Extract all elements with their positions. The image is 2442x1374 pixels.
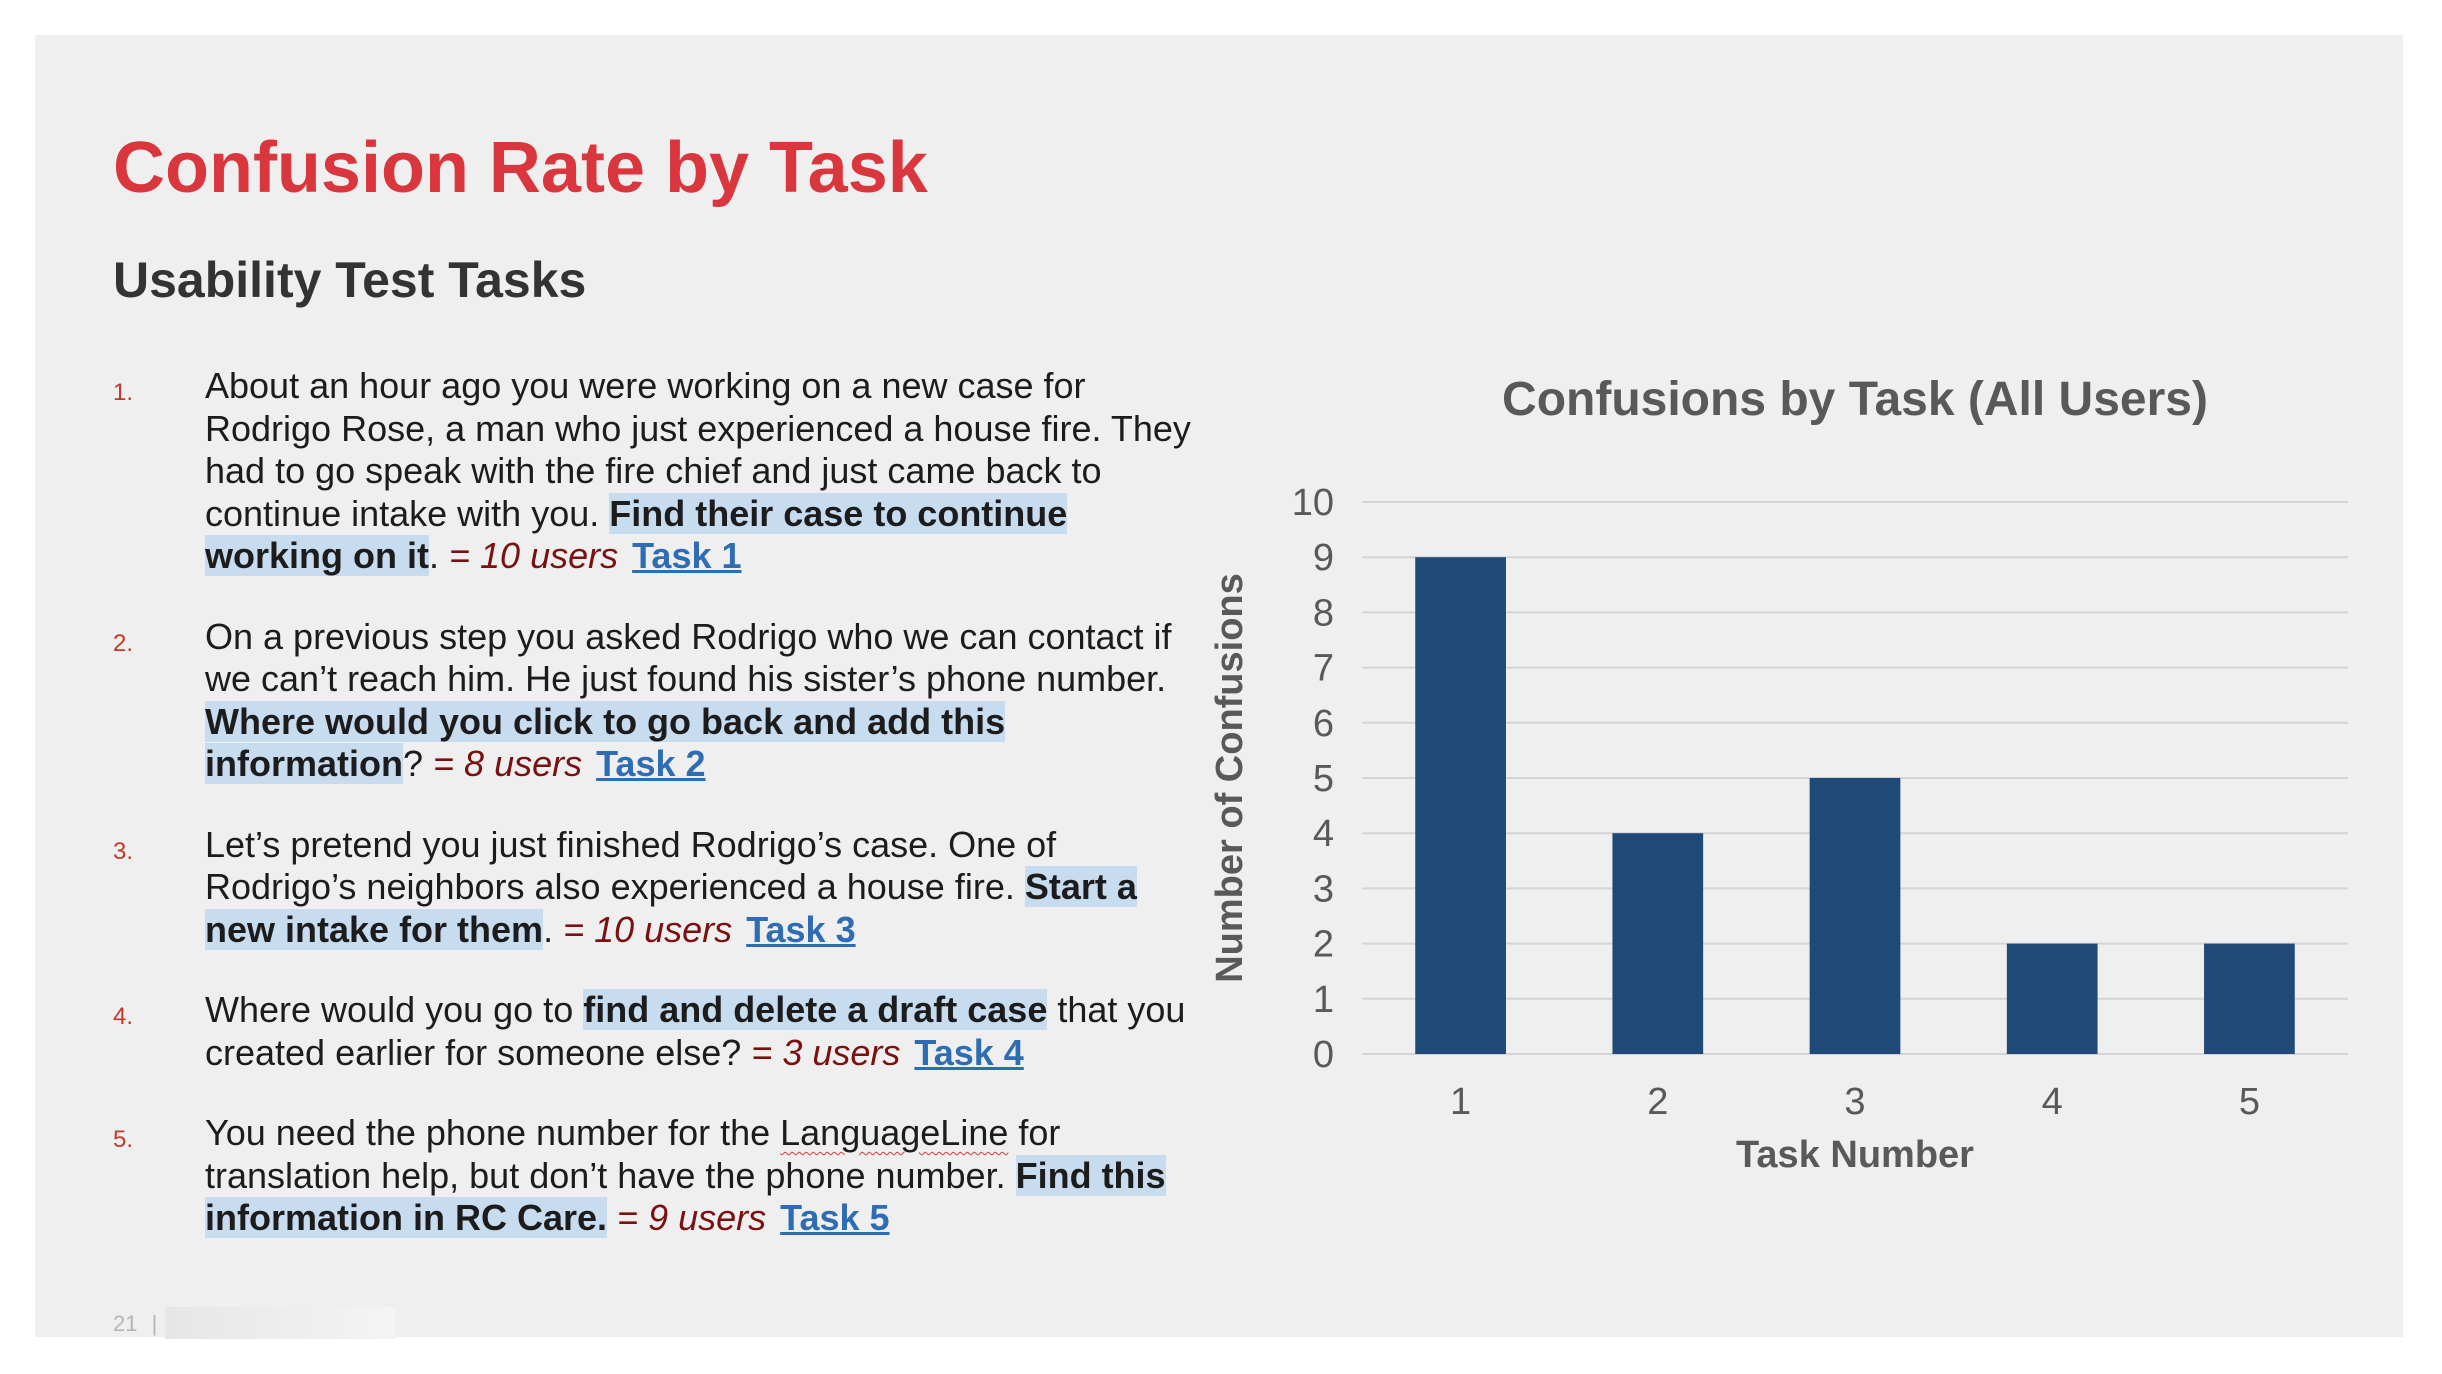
task-text-segment: for translation help, but don’t have the…	[205, 1112, 1061, 1196]
y-tick-label: 3	[1313, 868, 1334, 910]
task-description: Let’s pretend you just finished Rodrigo’…	[205, 824, 1203, 952]
spellcheck-flagged-word: LanguageLine	[780, 1112, 1009, 1153]
y-tick-label: 10	[1292, 482, 1334, 524]
task-link[interactable]: Task 4	[914, 1031, 1024, 1073]
task-description: About an hour ago you were working on a …	[205, 365, 1203, 578]
task-text-segment: You need the phone number for the	[205, 1112, 781, 1153]
y-tick-label: 0	[1313, 1034, 1334, 1076]
x-tick-label: 1	[1450, 1081, 1471, 1123]
x-tick-label: 2	[1647, 1081, 1668, 1123]
task-link[interactable]: Task 3	[746, 908, 856, 950]
bar-task-3	[1809, 778, 1901, 1054]
bar-task-1	[1415, 557, 1506, 1054]
y-tick-label: 4	[1313, 813, 1334, 855]
x-tick-label: 5	[2239, 1081, 2260, 1123]
footer-separator: |	[151, 1311, 158, 1336]
task-item: 1. About an hour ago you were working on …	[113, 365, 1203, 578]
slide: Confusion Rate by Task Usability Test Ta…	[35, 35, 2403, 1339]
task-item: 2. On a previous step you asked Rodrigo w…	[113, 616, 1203, 786]
task-text-segment: that you created earlier for someone els…	[205, 989, 1186, 1073]
task-item: 4. Where would you go to find and delete …	[113, 989, 1203, 1074]
task-link[interactable]: Task 1	[632, 535, 742, 576]
task-user-count: = 3 users	[751, 1031, 901, 1073]
task-text-segment: Let’s pretend you just finished Rodrigo’…	[205, 823, 1057, 908]
y-tick-label: 1	[1313, 979, 1334, 1021]
y-tick-label: 5	[1313, 758, 1334, 800]
task-user-count: = 10 users	[449, 535, 619, 576]
task-number: 5.	[113, 1126, 134, 1153]
task-list: 1. About an hour ago you were working on …	[113, 365, 1203, 1240]
slide-footer: 21 |	[113, 1311, 157, 1337]
task-item: 5. You need the phone number for the Lang…	[113, 1112, 1203, 1240]
x-tick-label: 4	[2042, 1081, 2063, 1123]
task-user-count: = 9 users	[617, 1197, 767, 1238]
task-user-count: = 8 users	[433, 743, 583, 784]
y-tick-label: 2	[1313, 924, 1334, 966]
slide-title: Confusion Rate by Task	[113, 128, 928, 208]
page-number: 21	[113, 1311, 138, 1336]
y-tick-label: 7	[1313, 648, 1334, 690]
task-link[interactable]: Task 2	[596, 743, 706, 784]
task-number: 4.	[113, 1003, 134, 1030]
task-text-segment	[607, 1197, 617, 1238]
task-text-segment: On a previous step you asked Rodrigo who…	[205, 615, 1172, 700]
task-link[interactable]: Task 5	[780, 1197, 890, 1238]
task-description: You need the phone number for the Langua…	[205, 1112, 1203, 1240]
y-tick-label: 6	[1313, 703, 1334, 745]
task-number: 2.	[113, 629, 134, 657]
task-user-count: = 10 users	[563, 908, 733, 950]
y-axis-title: Number of Confusions	[1209, 573, 1251, 983]
task-text-segment: ?	[402, 743, 434, 784]
chart-title: Confusions by Task (All Users)	[1502, 373, 2208, 426]
y-tick-label: 8	[1313, 592, 1334, 634]
task-highlighted-instruction: find and delete a draft case	[583, 989, 1048, 1030]
task-description: On a previous step you asked Rodrigo who…	[205, 616, 1203, 786]
task-item: 3. Let’s pretend you just finished Rodrig…	[113, 824, 1203, 952]
task-text-segment: Where would you go to	[205, 989, 584, 1030]
task-description: Where would you go to find and delete a …	[205, 989, 1203, 1074]
confusions-bar-chart: Confusions by Task (All Users) 0 1 2 3 4 5 6 7 8 9…	[1209, 373, 2348, 1176]
x-tick-label: 3	[1844, 1081, 1865, 1123]
bar-task-5	[2204, 943, 2295, 1054]
task-text-segment: .	[543, 908, 564, 950]
x-axis-title: Task Number	[1736, 1134, 1974, 1176]
footer-redacted-text	[165, 1307, 395, 1339]
bar-task-4	[2006, 943, 2098, 1054]
task-number: 1.	[113, 379, 134, 406]
task-number: 3.	[113, 837, 134, 865]
slide-subtitle: Usability Test Tasks	[113, 252, 587, 308]
bar-task-2	[1612, 833, 1704, 1054]
task-text-segment: About an hour ago you were working on a …	[205, 365, 1191, 534]
y-tick-label: 9	[1313, 537, 1334, 579]
task-text-segment: .	[428, 535, 449, 576]
